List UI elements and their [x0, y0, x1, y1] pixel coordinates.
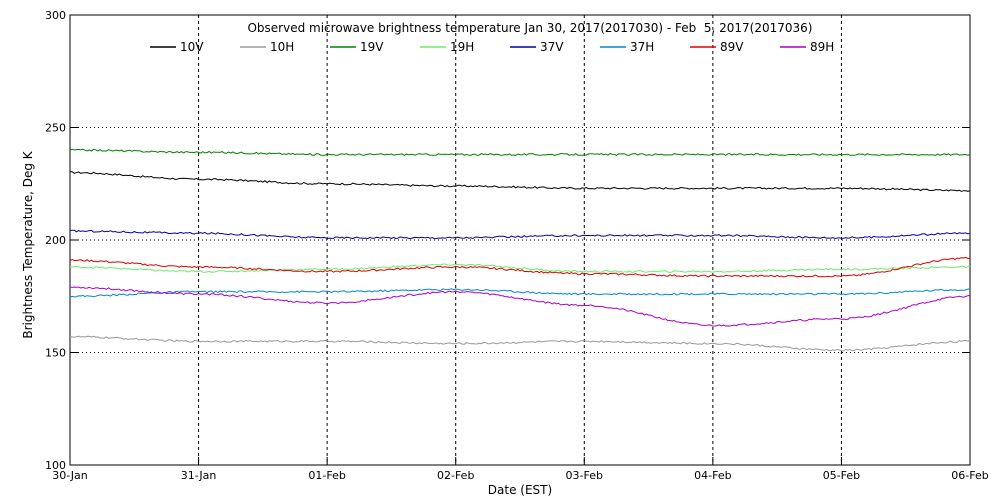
legend-label-19v: 19V: [360, 40, 384, 54]
x-tick-label: 03-Feb: [566, 469, 603, 482]
y-tick-label: 100: [45, 459, 66, 472]
legend-label-89h: 89H: [810, 40, 834, 54]
series-line-37h: [69, 288, 971, 298]
series-lines: [69, 148, 971, 352]
series-line-10h: [69, 335, 971, 352]
x-tick-label: 31-Jan: [181, 469, 217, 482]
legend-label-89v: 89V: [720, 40, 744, 54]
legend-label-10h: 10H: [270, 40, 294, 54]
y-tick-label: 250: [45, 122, 66, 135]
y-axis-label: Brightness Temperature, Deg K: [21, 150, 35, 338]
y-tick-label: 300: [45, 9, 66, 22]
series-line-89h: [70, 286, 971, 327]
x-tick-label: 05-Feb: [823, 469, 860, 482]
x-tick-label: 04-Feb: [694, 469, 731, 482]
series-line-10v: [69, 171, 971, 192]
y-tick-label: 200: [45, 234, 66, 247]
series-line-19v: [69, 148, 971, 157]
x-tick-label: 01-Feb: [308, 469, 345, 482]
chart-title: Observed microwave brightness temperatur…: [247, 21, 812, 35]
legend: 10V 10H 19V 19H 37V 37H 89V 89H: [150, 40, 834, 54]
x-tick-label: 30-Jan: [52, 469, 88, 482]
legend-label-10v: 10V: [180, 40, 204, 54]
legend-label-37v: 37V: [540, 40, 564, 54]
legend-label-19h: 19H: [450, 40, 474, 54]
x-tick-label: 02-Feb: [437, 469, 474, 482]
gridlines: [70, 15, 970, 465]
series-line-19h: [69, 263, 971, 273]
series-line-37v: [69, 229, 971, 240]
legend-label-37h: 37H: [630, 40, 654, 54]
y-tick-label: 150: [45, 347, 66, 360]
x-axis-label: Date (EST): [488, 483, 552, 497]
series-line-89v: [69, 256, 971, 278]
axes: 100 150 200 250 300 30-Jan 31-Jan 01-Feb 02-Feb 0…: [45, 9, 989, 482]
plot-frame: [69, 14, 971, 466]
x-tick-label: 06-Feb: [951, 469, 988, 482]
